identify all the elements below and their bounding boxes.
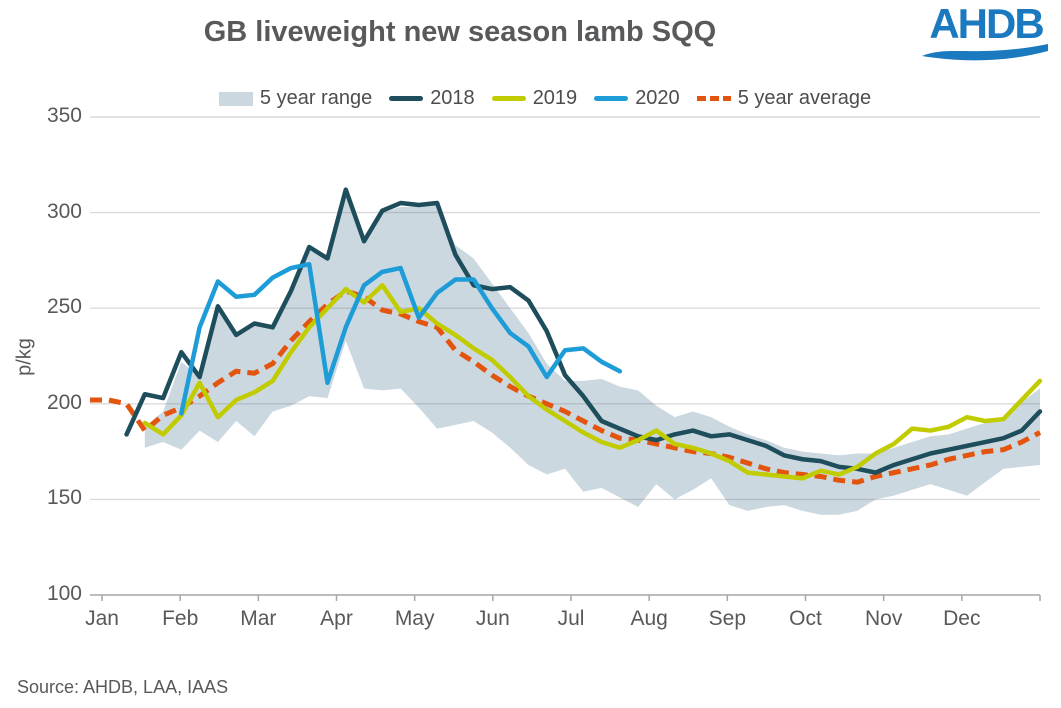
x-tick-label-may: May xyxy=(394,607,435,630)
y-tick-label-200: 200 xyxy=(46,390,82,414)
x-tick-label-mar: Mar xyxy=(240,607,277,630)
y-tick-label-350: 350 xyxy=(46,104,82,127)
x-tick-label-dec: Dec xyxy=(943,607,981,630)
legend-label: 2018 xyxy=(430,87,475,109)
series-line-2020 xyxy=(179,261,623,416)
legend-label: 2020 xyxy=(635,87,680,109)
band-5-year-range xyxy=(144,193,1041,515)
legend-swatch-2019 xyxy=(491,96,526,101)
y-tick-label-150: 150 xyxy=(46,486,82,510)
chart-title: GB liveweight new season lamb SQQ xyxy=(203,16,717,48)
ahdb-logo-text: AHDB xyxy=(929,0,1044,47)
x-tick-label-apr: Apr xyxy=(320,607,353,630)
legend-label: 5 year average xyxy=(737,87,872,109)
source-note: Source: AHDB, LAA, IAAS xyxy=(17,677,229,697)
x-tick-label-jun: Jun xyxy=(475,607,510,630)
x-tick-label-oct: Oct xyxy=(789,607,822,630)
legend-item-5-year-average: 5 year average xyxy=(696,87,872,110)
x-tick-label-aug: Aug xyxy=(630,607,668,630)
y-tick-label-250: 250 xyxy=(46,295,82,319)
x-tick-label-nov: Nov xyxy=(864,607,903,630)
legend-item-5-year-range: 5 year range xyxy=(218,87,373,110)
x-tick-label-feb: Feb xyxy=(162,607,199,630)
legend-label: 2019 xyxy=(532,87,578,109)
legend-item-2020: 2020 xyxy=(594,87,680,110)
legend-swatch-5-year-average xyxy=(696,96,731,101)
series-line-2019 xyxy=(142,283,1043,481)
y-tick-label-100: 100 xyxy=(46,582,82,605)
legend-swatch-2020 xyxy=(594,96,629,101)
legend-item-2018: 2018 xyxy=(389,87,475,110)
chart-legend: 5 year range 2018 2019 2020 5 year average xyxy=(70,87,1020,110)
x-tick-label-sep: Sep xyxy=(708,607,747,630)
ahdb-logo-wave-icon xyxy=(922,44,1048,61)
series-line-5-year-average xyxy=(90,288,1042,485)
x-tick-label-jul: Jul xyxy=(557,607,585,630)
y-tick-label-300: 300 xyxy=(46,199,82,223)
x-tick-label-jan: Jan xyxy=(85,607,119,630)
series-line-2018 xyxy=(124,187,1043,475)
legend-swatch-2018 xyxy=(389,96,424,101)
ahdb-logo: AHDB xyxy=(922,3,1050,62)
legend-swatch-range xyxy=(218,91,253,106)
legend-item-2019: 2019 xyxy=(491,87,578,110)
legend-label: 5 year range xyxy=(259,87,373,109)
y-axis-title: p/kg xyxy=(13,338,36,376)
